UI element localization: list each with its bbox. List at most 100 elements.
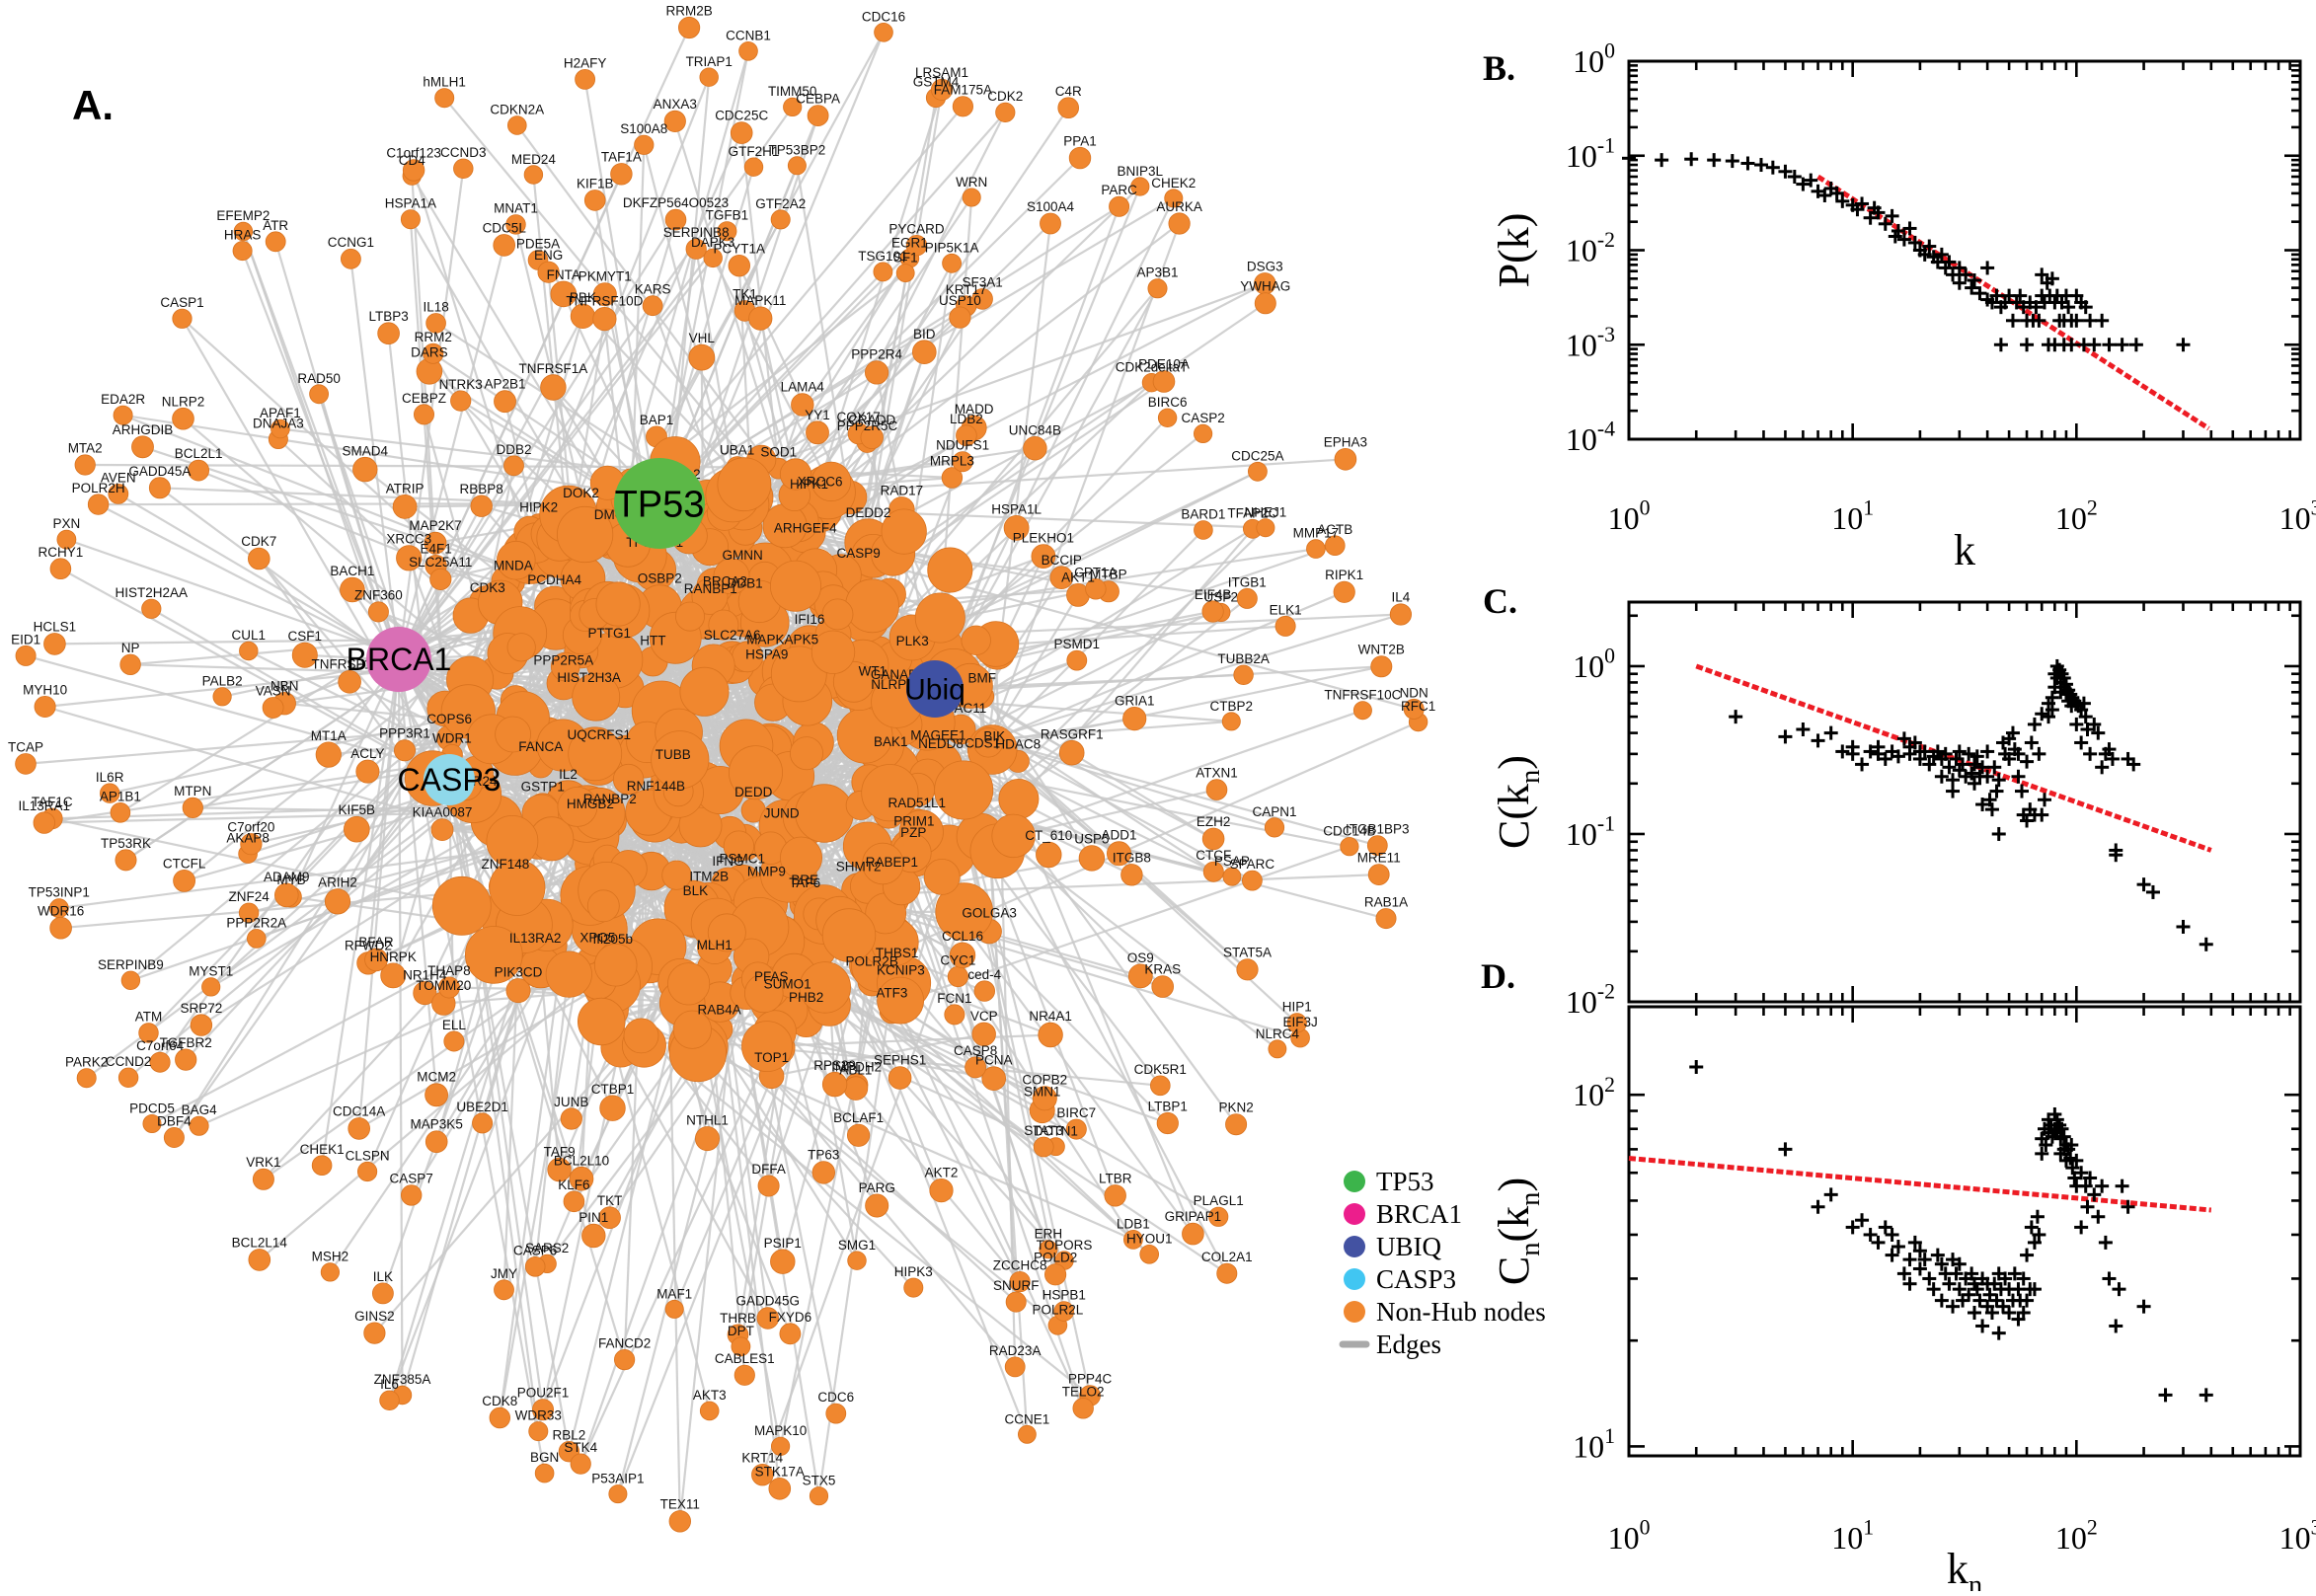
network-node[interactable] [132, 436, 154, 458]
network-node[interactable] [1226, 1114, 1247, 1135]
network-node[interactable] [1121, 865, 1143, 886]
network-node[interactable] [1237, 588, 1257, 608]
network-node[interactable] [507, 116, 526, 135]
network-node[interactable] [744, 158, 763, 177]
network-node[interactable] [678, 17, 699, 38]
network-node[interactable] [1067, 650, 1087, 670]
network-node[interactable] [943, 254, 962, 272]
network-node[interactable] [393, 494, 417, 518]
network-node[interactable] [120, 654, 141, 675]
network-node[interactable] [769, 1478, 791, 1499]
network-node[interactable] [780, 1324, 801, 1344]
network-node[interactable] [1183, 1223, 1204, 1245]
network-node[interactable] [378, 323, 400, 344]
network-node[interactable] [609, 1485, 627, 1503]
network-node[interactable] [878, 977, 924, 1024]
network-node[interactable] [822, 599, 853, 630]
network-node[interactable] [888, 1067, 911, 1090]
network-node[interactable] [1069, 147, 1091, 169]
network-node[interactable] [1248, 462, 1267, 481]
network-node[interactable] [729, 255, 750, 276]
network-node[interactable] [1265, 818, 1283, 837]
network-node[interactable] [233, 242, 252, 261]
network-node[interactable] [962, 626, 991, 655]
network-node[interactable] [614, 1349, 634, 1369]
network-node[interactable] [471, 495, 493, 517]
network-node[interactable] [174, 870, 195, 891]
network-node[interactable] [734, 1365, 754, 1385]
network-node[interactable] [454, 159, 474, 179]
network-node[interactable] [111, 802, 130, 822]
network-node[interactable] [1341, 838, 1358, 856]
network-node[interactable] [665, 1300, 683, 1318]
network-node[interactable] [1234, 665, 1254, 685]
network-node[interactable] [1148, 279, 1167, 298]
network-node[interactable] [116, 850, 136, 871]
network-node[interactable] [149, 478, 170, 498]
network-node[interactable] [50, 559, 71, 579]
network-node[interactable] [874, 263, 892, 281]
network-node[interactable] [357, 1162, 376, 1180]
network-node[interactable] [432, 876, 491, 935]
network-node[interactable] [866, 1194, 888, 1217]
network-node[interactable] [451, 391, 471, 411]
network-node[interactable] [700, 68, 719, 87]
network-node[interactable] [189, 460, 209, 481]
network-node[interactable] [494, 235, 515, 257]
network-node[interactable] [689, 344, 715, 370]
network-node[interactable] [669, 1511, 691, 1533]
network-node[interactable] [624, 1019, 658, 1053]
network-node[interactable] [758, 1176, 779, 1196]
network-node[interactable] [495, 391, 516, 413]
network-node[interactable] [999, 779, 1039, 818]
network-node[interactable] [788, 157, 806, 175]
network-node[interactable] [1059, 740, 1084, 765]
network-node[interactable] [700, 1402, 719, 1420]
network-node[interactable] [325, 889, 349, 914]
network-node[interactable] [643, 296, 662, 316]
network-node[interactable] [974, 981, 995, 1002]
network-node[interactable] [1237, 959, 1258, 980]
network-node[interactable] [263, 698, 283, 719]
network-node[interactable] [1194, 424, 1211, 442]
network-node[interactable] [578, 998, 625, 1045]
network-node[interactable] [812, 1162, 835, 1184]
network-node[interactable] [847, 1124, 869, 1146]
network-node[interactable] [164, 1127, 184, 1147]
network-node[interactable] [904, 1278, 923, 1297]
network-node[interactable] [1005, 1357, 1025, 1377]
network-node[interactable] [912, 341, 936, 364]
network-node[interactable] [935, 761, 993, 819]
network-node[interactable] [16, 754, 37, 775]
network-node[interactable] [584, 190, 605, 211]
network-node[interactable] [356, 760, 379, 783]
network-node[interactable] [1269, 1040, 1286, 1058]
network-node[interactable] [321, 1263, 339, 1281]
network-node[interactable] [675, 602, 704, 631]
network-node[interactable] [1157, 1112, 1178, 1133]
network-node[interactable] [810, 1487, 827, 1505]
network-node[interactable] [1257, 519, 1274, 537]
network-node[interactable] [495, 1280, 514, 1300]
network-node[interactable] [435, 89, 454, 108]
network-node[interactable] [541, 375, 567, 401]
network-node[interactable] [1073, 1399, 1094, 1419]
network-node[interactable] [1195, 521, 1213, 540]
network-node[interactable] [34, 812, 55, 834]
network-node[interactable] [1169, 213, 1190, 234]
network-node[interactable] [770, 561, 820, 611]
network-node[interactable] [796, 785, 854, 843]
network-node[interactable] [844, 1077, 868, 1101]
network-node[interactable] [249, 1250, 270, 1271]
network-node[interactable] [425, 1084, 448, 1106]
network-node[interactable] [1018, 1425, 1036, 1443]
network-node[interactable] [1307, 540, 1326, 559]
network-node[interactable] [316, 742, 341, 767]
network-node[interactable] [695, 1127, 719, 1151]
network-node[interactable] [490, 1407, 510, 1428]
network-node[interactable] [749, 307, 772, 330]
network-node[interactable] [75, 455, 95, 475]
network-node[interactable] [924, 859, 960, 894]
network-node[interactable] [535, 1464, 554, 1482]
network-node[interactable] [928, 548, 972, 592]
